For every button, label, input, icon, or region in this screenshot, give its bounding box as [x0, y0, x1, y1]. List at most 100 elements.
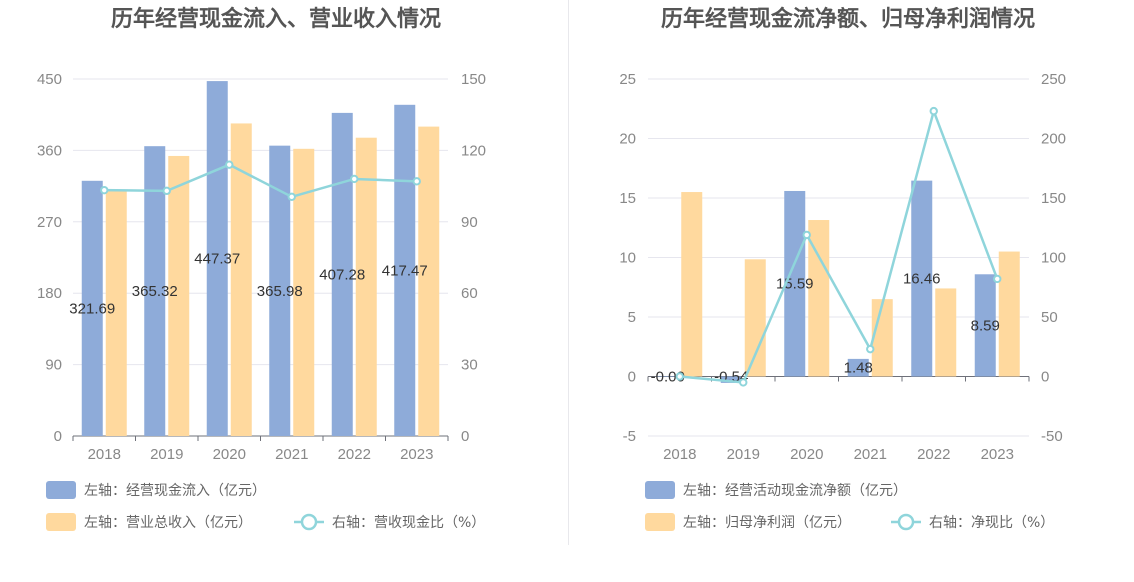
bar — [206, 81, 228, 437]
right-axis-tick: 250 — [1041, 71, 1066, 88]
legend-label: 左轴：经营活动现金流净额（亿元） — [683, 483, 907, 499]
series-line — [679, 107, 999, 384]
data-label: 1.48 — [844, 360, 873, 377]
left-axis-tick: 450 — [37, 71, 62, 88]
left-axis-tick: 0 — [628, 369, 636, 386]
panel-divider — [568, 0, 569, 545]
category-label: 2020 — [790, 446, 823, 463]
left-axis-tick: 20 — [619, 131, 636, 148]
category-label: 2020 — [213, 446, 246, 463]
legend-swatch — [46, 481, 76, 499]
bar — [81, 180, 103, 436]
left-axis-tick: 0 — [54, 428, 62, 445]
bar — [144, 146, 166, 436]
right-axis-tick: 150 — [1041, 190, 1066, 207]
data-label: 447.37 — [194, 251, 240, 268]
category-label: 2022 — [917, 446, 950, 463]
bar — [998, 251, 1020, 377]
category-label: 2021 — [275, 446, 308, 463]
line-point — [929, 106, 938, 116]
series-line — [104, 163, 417, 199]
data-label: 365.32 — [132, 283, 178, 300]
bar — [847, 358, 869, 377]
data-label: 16.46 — [903, 271, 941, 288]
bar — [808, 220, 830, 377]
bar — [105, 190, 127, 436]
right-axis-tick: 90 — [461, 214, 478, 231]
right-axis-tick: 120 — [461, 142, 486, 159]
line-point — [100, 185, 109, 195]
right-axis-tick: -50 — [1041, 428, 1063, 445]
left-axis-tick: 10 — [619, 250, 636, 267]
legend-swatch — [645, 513, 675, 531]
legend-swatch-marker — [897, 513, 915, 531]
left-axis-tick: 360 — [37, 142, 62, 159]
line-point — [802, 230, 811, 240]
category-label: 2023 — [981, 446, 1014, 463]
category-label: 2022 — [338, 446, 371, 463]
line-point — [162, 186, 171, 196]
left-axis-tick: 25 — [619, 71, 636, 88]
chart-title: 历年经营现金流入、营业收入情况 — [111, 6, 441, 32]
right-axis-tick: 200 — [1041, 131, 1066, 148]
data-label: 365.98 — [257, 283, 303, 300]
right-axis-tick: 0 — [461, 428, 469, 445]
legend-label: 左轴：营业总收入（亿元） — [84, 515, 252, 531]
bar — [974, 274, 996, 377]
bar — [681, 192, 703, 377]
right-axis-tick: 50 — [1041, 309, 1058, 326]
data-label: 15.59 — [776, 276, 814, 293]
chart-net-cashflow-profit: 历年经营现金流净额、归母净利润情况-50510152025-5005010015… — [619, 6, 1066, 531]
chart-cash-inflow-revenue: 历年经营现金流入、营业收入情况 0 90 180 270 360 450 0 30 60 90 120… — [37, 6, 486, 531]
line-point — [350, 174, 359, 184]
bar — [784, 190, 806, 377]
right-axis-tick: 30 — [461, 357, 478, 374]
legend-label: 左轴：经营现金流入（亿元） — [84, 483, 266, 499]
bar — [230, 123, 252, 436]
grid-lines — [648, 78, 1029, 437]
legend: 左轴：经营现金流入（亿元） 左轴：营业总收入（亿元） 右轴：营收现金比（%） — [46, 481, 485, 531]
data-label: 417.47 — [382, 262, 428, 279]
bar — [355, 137, 377, 436]
bar — [657, 376, 679, 377]
bar — [394, 104, 416, 437]
category-label: 2021 — [854, 446, 887, 463]
data-label: 407.28 — [319, 266, 365, 283]
line-point — [412, 177, 421, 186]
left-axis-tick: 180 — [37, 285, 62, 302]
line-point — [993, 274, 1002, 284]
legend-label: 右轴：营收现金比（%） — [332, 515, 485, 531]
bar — [293, 148, 315, 436]
bar — [911, 180, 933, 377]
bar — [269, 145, 291, 436]
grid-lines — [73, 78, 448, 437]
legend-swatch — [46, 513, 76, 531]
left-axis-tick: 270 — [37, 214, 62, 231]
category-label: 2019 — [727, 446, 760, 463]
right-axis-tick: 150 — [461, 71, 486, 88]
right-axis-tick: 100 — [1041, 250, 1066, 267]
legend: 左轴：经营活动现金流净额（亿元） 左轴：归母净利润（亿元） 右轴：净现比（%） — [645, 481, 1054, 531]
category-label: 2019 — [150, 446, 183, 463]
line-point — [287, 192, 296, 202]
bar — [744, 259, 766, 377]
category-label: 2018 — [88, 446, 121, 463]
category-label: 2023 — [400, 446, 433, 463]
legend-swatch-marker — [300, 513, 318, 531]
legend-swatch — [645, 481, 675, 499]
line-point — [739, 378, 748, 387]
bar — [331, 112, 353, 436]
data-label: 321.69 — [69, 300, 115, 317]
legend-label: 左轴：归母净利润（亿元） — [683, 514, 851, 531]
bar — [418, 126, 440, 436]
line-point — [866, 344, 875, 354]
bar — [935, 288, 957, 377]
bar — [871, 299, 893, 377]
left-axis-tick: 15 — [619, 190, 636, 207]
right-axis-tick: 0 — [1041, 369, 1049, 386]
data-label: 8.59 — [971, 317, 1000, 334]
line-point — [225, 160, 234, 169]
category-label: 2018 — [663, 446, 696, 463]
data-label: -0.00 — [651, 369, 685, 386]
